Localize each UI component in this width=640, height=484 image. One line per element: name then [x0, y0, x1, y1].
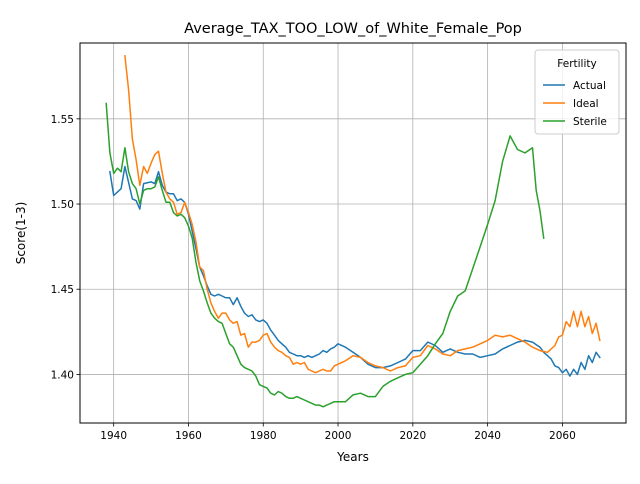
series-line-actual — [109, 165, 601, 377]
x-tick-label: 2000 — [325, 430, 352, 442]
plot-frame — [79, 42, 627, 424]
legend-label-ideal: Ideal — [573, 98, 599, 110]
x-tick-label: 2020 — [399, 430, 426, 442]
series-lines — [105, 54, 601, 408]
legend-title: Fertility — [557, 58, 596, 70]
legend-label-actual: Actual — [573, 80, 606, 92]
y-axis-ticks: 1.40 1.45 1.50 1.55 — [51, 114, 80, 381]
x-tick-label: 1980 — [250, 430, 277, 442]
x-tick-label: 1960 — [175, 430, 202, 442]
series-line-ideal — [124, 54, 601, 374]
y-tick-label: 1.45 — [51, 284, 74, 296]
legend: Fertility Actual Ideal Sterile — [534, 49, 620, 135]
x-tick-label: 2060 — [549, 430, 576, 442]
x-tick-label: 2040 — [474, 430, 501, 442]
series-line-sterile — [105, 102, 545, 408]
x-tick-label: 1940 — [100, 430, 127, 442]
y-tick-label: 1.55 — [51, 114, 74, 126]
x-axis-ticks: 1940 1960 1980 2000 2020 2040 2060 — [100, 423, 576, 442]
y-axis-label: Score(1-3) — [14, 202, 28, 265]
chart-title: Average_TAX_TOO_LOW_of_White_Female_Pop — [184, 21, 522, 37]
legend-box — [534, 49, 620, 135]
x-axis-label: Years — [336, 450, 369, 464]
y-tick-label: 1.40 — [51, 369, 74, 381]
y-tick-label: 1.50 — [51, 199, 74, 211]
legend-label-sterile: Sterile — [573, 116, 607, 128]
